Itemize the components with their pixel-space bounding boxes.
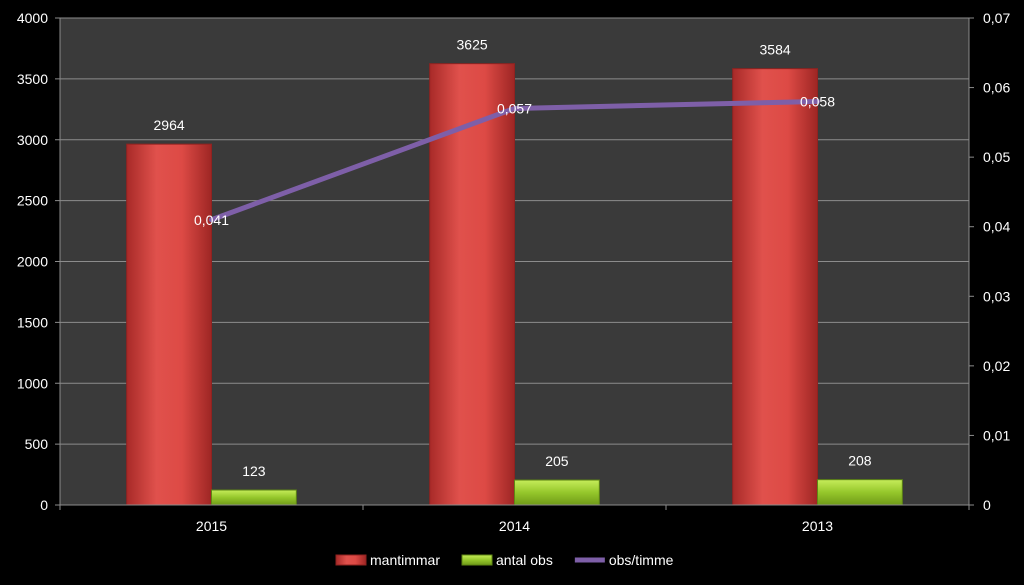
left-tick-label: 0 <box>40 497 48 513</box>
data-label: 205 <box>545 453 569 469</box>
legend-swatch <box>461 554 493 566</box>
bars <box>126 63 903 506</box>
left-tick-label: 4000 <box>17 10 48 26</box>
bar-mantimmar <box>429 63 515 506</box>
left-tick-label: 2500 <box>17 193 48 209</box>
right-tick-label: 0,07 <box>983 10 1010 26</box>
left-tick-label: 3000 <box>17 132 48 148</box>
bar-antal-obs <box>211 489 297 506</box>
bar-antal-obs <box>514 479 600 506</box>
x-tick-label: 2013 <box>802 518 833 534</box>
right-tick-label: 0,02 <box>983 358 1010 374</box>
data-labels: 2964 3625 3584 123 205 208 0,041 0,057 0,058 <box>154 37 872 479</box>
legend-label: antal obs <box>496 552 553 568</box>
legend-label: mantimmar <box>370 552 440 568</box>
right-tick-label: 0,06 <box>983 80 1010 96</box>
x-tick-label: 2014 <box>499 518 530 534</box>
right-tick-label: 0,05 <box>983 149 1010 165</box>
left-tick-label: 500 <box>25 436 49 452</box>
x-tick-label: 2015 <box>196 518 227 534</box>
line-series <box>209 98 820 223</box>
data-label: 2964 <box>154 117 185 133</box>
bar-antal-obs <box>817 479 903 506</box>
legend-swatch <box>335 554 367 566</box>
axes: 0 500 1000 1500 2000 2500 3000 3500 4000 0 0,01 0,0… <box>17 10 1011 534</box>
line-data-label: 0,057 <box>497 100 532 116</box>
right-tick-label: 0,03 <box>983 288 1010 304</box>
legend: mantimmar antal obs obs/timme <box>335 552 674 568</box>
left-tick-label: 1000 <box>17 375 48 391</box>
left-tick-label: 2000 <box>17 254 48 270</box>
left-tick-label: 3500 <box>17 71 48 87</box>
right-tick-label: 0 <box>983 497 991 513</box>
bar-mantimmar <box>126 143 212 506</box>
data-label: 3584 <box>760 42 791 58</box>
data-label: 208 <box>848 453 872 469</box>
right-tick-label: 0,04 <box>983 219 1010 235</box>
left-tick-label: 1500 <box>17 314 48 330</box>
legend-label: obs/timme <box>609 552 674 568</box>
data-label: 3625 <box>457 37 488 53</box>
line-data-label: 0,041 <box>194 212 229 228</box>
data-label: 123 <box>242 463 266 479</box>
bar-mantimmar <box>732 68 818 506</box>
line-data-label: 0,058 <box>800 93 835 109</box>
right-tick-label: 0,01 <box>983 427 1010 443</box>
